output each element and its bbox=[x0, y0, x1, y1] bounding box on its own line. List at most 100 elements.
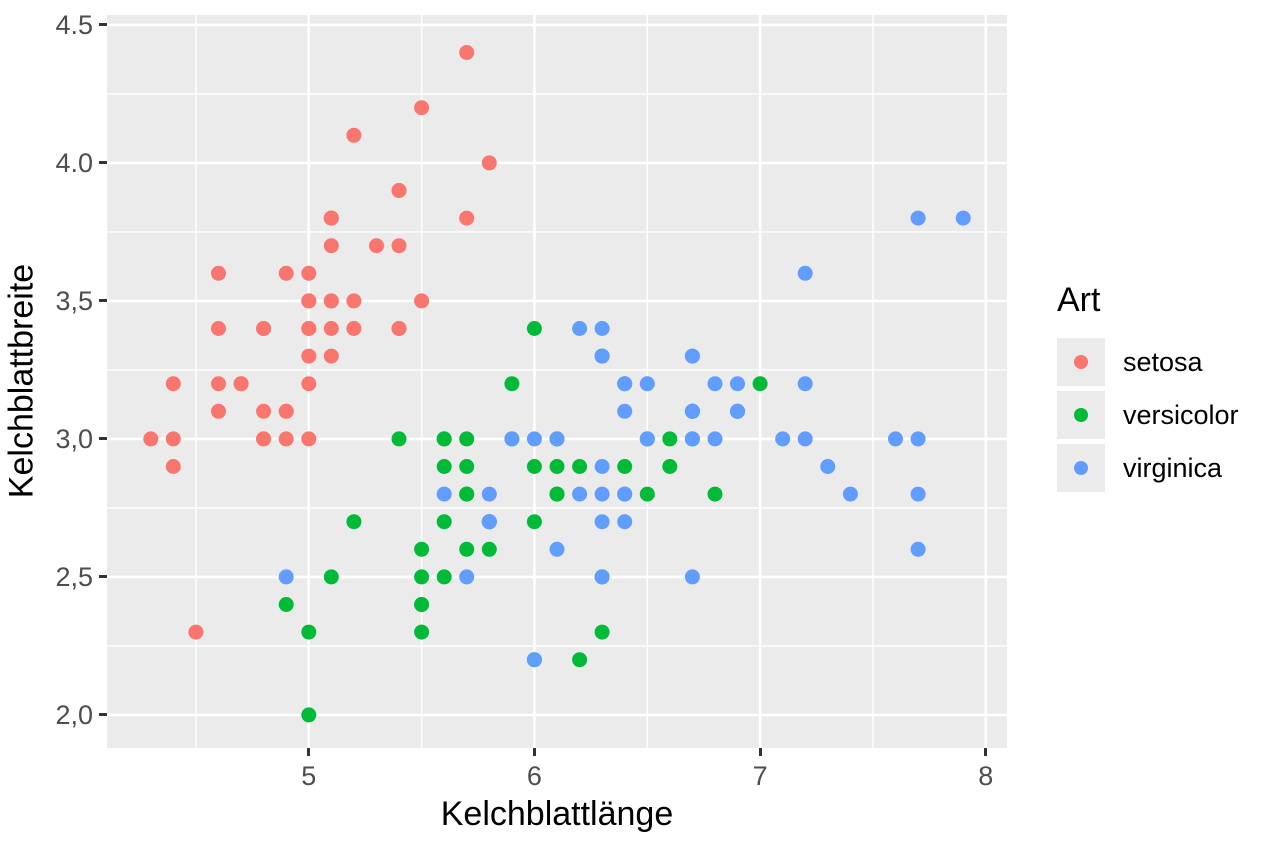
data-point-setosa bbox=[301, 348, 317, 364]
data-point-virginica bbox=[526, 431, 542, 447]
data-point-setosa bbox=[459, 45, 475, 60]
data-point-versicolor bbox=[526, 321, 542, 336]
data-point-virginica bbox=[707, 376, 723, 392]
data-point-setosa bbox=[391, 321, 407, 336]
data-point-setosa bbox=[301, 376, 317, 392]
data-point-setosa bbox=[165, 376, 181, 392]
data-point-setosa bbox=[414, 100, 430, 116]
data-point-virginica bbox=[481, 514, 497, 530]
y-tick-label: 3,5 bbox=[55, 285, 93, 316]
y-tick-label: 2,5 bbox=[55, 561, 93, 592]
data-point-virginica bbox=[639, 376, 655, 392]
data-point-versicolor bbox=[526, 459, 542, 474]
data-point-setosa bbox=[301, 265, 317, 281]
data-point-setosa bbox=[323, 293, 339, 309]
data-point-virginica bbox=[481, 486, 497, 502]
data-point-virginica bbox=[707, 431, 723, 447]
y-tick-mark bbox=[99, 575, 107, 579]
data-point-virginica bbox=[639, 431, 655, 447]
data-point-virginica bbox=[797, 376, 813, 392]
y-tick-label: 4.0 bbox=[55, 147, 93, 178]
data-point-virginica bbox=[526, 652, 542, 668]
data-point-versicolor bbox=[459, 486, 475, 502]
data-point-virginica bbox=[910, 210, 926, 226]
data-point-versicolor bbox=[391, 431, 407, 447]
data-point-virginica bbox=[797, 431, 813, 447]
legend-key bbox=[1057, 391, 1105, 439]
x-tick-label: 7 bbox=[752, 761, 768, 791]
data-point-versicolor bbox=[436, 569, 452, 585]
data-point-setosa bbox=[211, 265, 226, 281]
data-point-virginica bbox=[730, 403, 745, 419]
data-point-virginica bbox=[910, 431, 926, 447]
data-point-setosa bbox=[346, 321, 362, 336]
data-point-virginica bbox=[594, 514, 610, 530]
y-tick-mark bbox=[99, 437, 107, 441]
data-point-virginica bbox=[888, 431, 903, 447]
data-point-virginica bbox=[617, 376, 633, 392]
data-point-setosa bbox=[346, 127, 362, 143]
virginica-dot-icon bbox=[1074, 461, 1088, 475]
x-tick-label: 8 bbox=[978, 761, 994, 791]
data-point-versicolor bbox=[526, 514, 542, 530]
x-tick-mark bbox=[532, 748, 536, 756]
data-point-setosa bbox=[256, 431, 272, 447]
data-point-setosa bbox=[459, 210, 475, 226]
data-point-versicolor bbox=[459, 459, 475, 474]
data-point-virginica bbox=[594, 321, 610, 336]
x-tick-label: 5 bbox=[301, 761, 317, 791]
y-tick-mark bbox=[99, 23, 107, 27]
data-point-setosa bbox=[323, 321, 339, 336]
data-point-virginica bbox=[504, 431, 520, 447]
x-tick-mark bbox=[758, 748, 762, 756]
legend-label: versicolor bbox=[1123, 399, 1239, 430]
legend: Art setosa versicolor virginica bbox=[1057, 281, 1239, 492]
data-point-virginica bbox=[684, 569, 700, 585]
data-point-versicolor bbox=[504, 376, 520, 392]
data-point-versicolor bbox=[436, 514, 452, 530]
legend-items: setosa versicolor virginica bbox=[1057, 338, 1239, 492]
setosa-dot-icon bbox=[1074, 355, 1088, 369]
data-point-virginica bbox=[459, 569, 475, 585]
data-point-virginica bbox=[594, 486, 610, 502]
data-point-setosa bbox=[233, 376, 249, 392]
data-point-virginica bbox=[730, 376, 745, 392]
data-point-setosa bbox=[211, 321, 226, 336]
data-point-virginica bbox=[594, 459, 610, 474]
data-point-setosa bbox=[165, 431, 181, 447]
data-point-virginica bbox=[797, 265, 813, 281]
data-point-virginica bbox=[572, 321, 588, 336]
data-point-versicolor bbox=[414, 597, 430, 612]
data-point-setosa bbox=[256, 321, 272, 336]
data-point-versicolor bbox=[707, 486, 723, 502]
data-point-setosa bbox=[391, 238, 407, 254]
data-point-setosa bbox=[188, 624, 204, 640]
data-point-versicolor bbox=[594, 624, 610, 640]
data-point-setosa bbox=[278, 265, 294, 281]
data-point-setosa bbox=[323, 238, 339, 254]
data-point-versicolor bbox=[549, 459, 565, 474]
legend-item-virginica: virginica bbox=[1057, 444, 1239, 492]
data-point-versicolor bbox=[459, 541, 475, 557]
data-point-setosa bbox=[211, 376, 226, 392]
y-tick-label: 4.5 bbox=[55, 9, 93, 40]
data-point-versicolor bbox=[436, 459, 452, 474]
data-point-setosa bbox=[323, 210, 339, 226]
plot-panel bbox=[107, 15, 1007, 748]
data-point-setosa bbox=[301, 431, 317, 447]
data-point-versicolor bbox=[639, 486, 655, 502]
data-point-virginica bbox=[617, 514, 633, 530]
data-point-virginica bbox=[775, 431, 791, 447]
data-point-versicolor bbox=[414, 624, 430, 640]
data-point-versicolor bbox=[414, 569, 430, 585]
data-point-versicolor bbox=[278, 597, 294, 612]
data-point-setosa bbox=[323, 348, 339, 364]
y-tick-mark bbox=[99, 713, 107, 717]
data-point-virginica bbox=[594, 348, 610, 364]
data-point-setosa bbox=[369, 238, 384, 254]
data-point-versicolor bbox=[481, 541, 497, 557]
legend-item-versicolor: versicolor bbox=[1057, 391, 1239, 439]
plot-canvas bbox=[107, 15, 1007, 748]
data-point-versicolor bbox=[549, 486, 565, 502]
